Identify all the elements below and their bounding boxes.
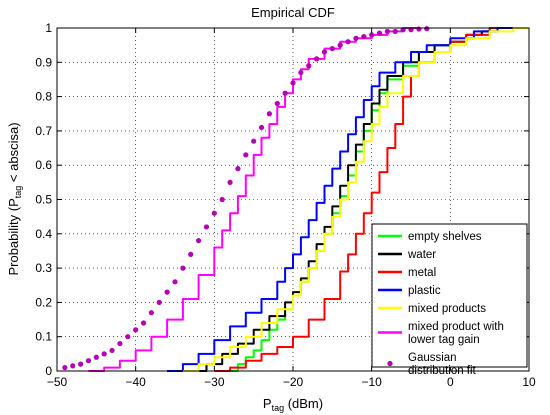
x-tick-label: −40 (125, 375, 146, 389)
series-line-plastic (167, 27, 529, 372)
legend-label: empty shelves (408, 231, 482, 243)
data-point (314, 56, 320, 62)
series-gaussian-distribution-fit (62, 26, 430, 371)
data-point (306, 63, 312, 69)
data-point (93, 354, 99, 360)
y-axis-label: Probability (Ptag < abscisa) (6, 122, 23, 275)
data-point (369, 32, 375, 38)
y-tick-label: 0.3 (35, 261, 52, 275)
y-tick-label: 1 (45, 21, 52, 35)
data-point (353, 35, 359, 41)
data-point (109, 347, 115, 354)
legend-marker (387, 360, 393, 367)
legend-label: water (407, 249, 436, 261)
x-axis-label-main: P (263, 396, 272, 411)
data-point (235, 166, 241, 172)
legend-label: distribution fit (408, 365, 477, 377)
x-axis-label-sub: tag (272, 403, 285, 413)
data-point (211, 210, 217, 216)
data-point (188, 251, 194, 257)
y-tick-label: 0.5 (35, 193, 52, 207)
data-point (329, 45, 335, 52)
legend-label: mixed product with (408, 321, 504, 333)
data-point (125, 334, 131, 340)
data-point (180, 265, 186, 271)
data-point (337, 42, 343, 48)
x-tick-label: −30 (204, 375, 225, 389)
series-line-mixed-products (182, 27, 529, 372)
y-tick-label: 0.9 (35, 55, 52, 69)
x-tick-label: −10 (361, 375, 382, 389)
data-point (290, 80, 296, 86)
legend-entry: mixed products (378, 303, 486, 315)
y-tick-label: 0.6 (35, 158, 52, 172)
y-axis-label-pre: Probability (P (6, 198, 21, 275)
data-point (85, 358, 92, 364)
y-axis-label-sub: tag (13, 186, 23, 199)
x-tick-label: 10 (522, 375, 536, 389)
data-point (361, 33, 367, 40)
legend-label: plastic (408, 285, 441, 297)
data-point (274, 100, 280, 107)
data-point (321, 49, 328, 55)
data-point (164, 289, 170, 295)
x-axis-label: Ptag (dBm) (263, 396, 323, 413)
series-line-mixed-product-with-lower-tag-gain (88, 27, 419, 372)
legend: empty shelves water metal plastic mixed prod… (371, 223, 528, 377)
axis-ticks: −50 −40 −30 −20 −10 0 10 0 0.1 0.2 0.3 0.4 0.5 0.6 0.7… (35, 21, 536, 389)
x-tick-label: −20 (283, 375, 304, 389)
data-point (62, 364, 68, 371)
data-point (196, 238, 202, 244)
y-tick-label: 0.7 (35, 124, 52, 138)
data-point (266, 111, 272, 117)
y-tick-label: 0.4 (35, 227, 52, 241)
legend-entry: plastic (378, 285, 441, 297)
data-point (251, 138, 257, 144)
data-point (345, 39, 351, 45)
data-point (392, 28, 398, 35)
data-point (148, 310, 154, 316)
legend-label: metal (408, 267, 436, 279)
data-point (172, 279, 178, 285)
legend-label: Gaussian (408, 352, 457, 364)
series-group (62, 26, 529, 372)
data-point (227, 179, 233, 185)
data-point (78, 361, 84, 367)
data-point (424, 26, 430, 32)
x-tick-label: 0 (447, 375, 454, 389)
y-axis-label-post: < abscisa) (6, 122, 21, 185)
data-point (70, 363, 76, 369)
legend-box (371, 223, 528, 368)
data-point (376, 30, 383, 36)
data-point (416, 26, 422, 32)
data-point (133, 327, 139, 333)
y-tick-label: 0.8 (35, 90, 52, 104)
y-tick-label: 0 (45, 364, 52, 378)
legend-entry: metal (378, 267, 436, 279)
chart-title: Empirical CDF (251, 5, 335, 20)
legend-label: lower tag gain (408, 334, 480, 346)
data-point (101, 351, 107, 357)
data-point (243, 152, 249, 158)
x-axis-label-rest: (dBm) (284, 396, 323, 411)
data-point (258, 124, 265, 131)
data-point (156, 299, 162, 305)
legend-entry: water (378, 249, 436, 261)
y-tick-label: 0.1 (35, 330, 52, 344)
y-tick-label: 0.2 (35, 295, 52, 309)
data-point (384, 28, 390, 35)
data-point (117, 340, 123, 347)
data-point (282, 90, 288, 96)
data-point (203, 224, 210, 230)
data-point (140, 320, 147, 326)
data-point (219, 196, 225, 203)
data-point (298, 69, 304, 76)
x-tick-label: −50 (47, 375, 68, 389)
legend-entry: empty shelves (378, 231, 482, 243)
legend-label: mixed products (408, 303, 486, 315)
